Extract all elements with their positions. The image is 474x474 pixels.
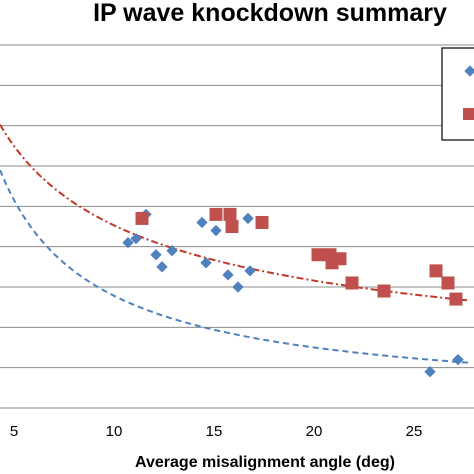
data-point-series-2 bbox=[135, 211, 149, 225]
data-point-series-2 bbox=[441, 276, 455, 290]
trendlines bbox=[0, 124, 471, 364]
data-point-series-2 bbox=[333, 252, 347, 266]
data-point-series-2 bbox=[225, 220, 239, 233]
data-point-series-2 bbox=[345, 276, 359, 290]
x-tick-label: 25 bbox=[406, 423, 423, 440]
data-point-series-2 bbox=[223, 207, 237, 221]
x-tick-label: 5 bbox=[10, 423, 18, 440]
chart-title: IP wave knockdown summary bbox=[93, 0, 447, 27]
legend bbox=[441, 47, 474, 141]
x-tick-label: 20 bbox=[306, 423, 323, 440]
data-point-series-2 bbox=[449, 292, 463, 306]
legend-box bbox=[441, 47, 474, 141]
data-point-series-1 bbox=[452, 353, 464, 366]
data-point-series-1 bbox=[222, 269, 234, 281]
data-point-series-2 bbox=[377, 284, 391, 298]
data-point-series-1 bbox=[156, 261, 168, 273]
x-tick-label: 10 bbox=[106, 423, 123, 440]
data-point-series-2 bbox=[255, 215, 269, 229]
data-point-series-1 bbox=[242, 212, 254, 225]
x-tick-label: 15 bbox=[206, 423, 223, 440]
legend-marker-series-2 bbox=[463, 108, 474, 120]
data-point-series-1 bbox=[244, 265, 256, 277]
data-markers bbox=[122, 207, 464, 378]
trendline-series-2 bbox=[0, 124, 471, 302]
data-point-series-1 bbox=[196, 216, 208, 229]
data-point-series-1 bbox=[166, 245, 178, 257]
data-point-series-1 bbox=[232, 281, 244, 293]
data-point-series-1 bbox=[200, 257, 212, 269]
data-point-series-1 bbox=[150, 249, 162, 261]
x-axis-label: Average misalignment angle (deg) bbox=[135, 454, 395, 471]
x-tick-labels: 5 10 15 20 25 bbox=[10, 423, 423, 440]
data-point-series-2 bbox=[209, 207, 223, 221]
data-point-series-2 bbox=[311, 248, 325, 262]
gridlines bbox=[0, 44, 474, 369]
data-point-series-1 bbox=[424, 366, 436, 378]
data-point-series-1 bbox=[130, 232, 142, 245]
data-point-series-2 bbox=[429, 264, 443, 278]
trendline-series-1 bbox=[0, 169, 471, 364]
data-point-series-1 bbox=[210, 224, 222, 237]
